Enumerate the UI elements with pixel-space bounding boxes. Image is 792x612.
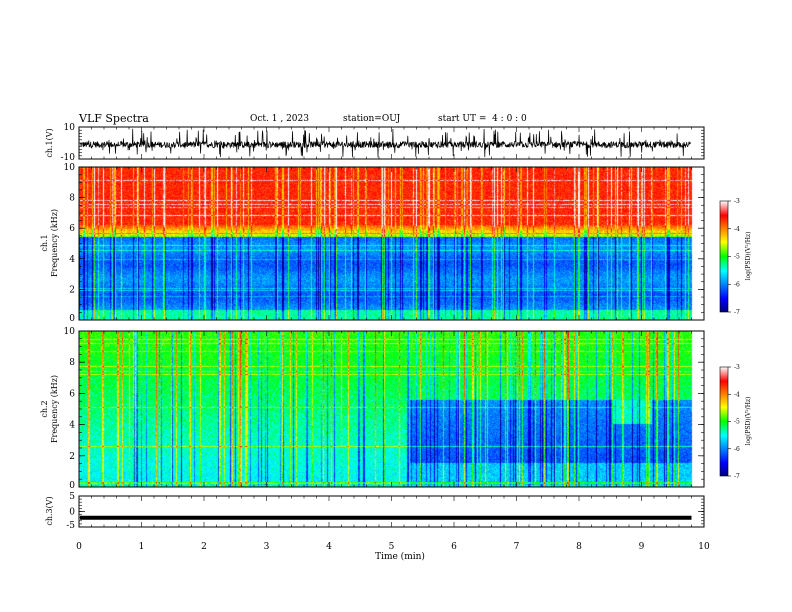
- ch3-waveform-ylabel: ch.3(V): [45, 496, 54, 525]
- ch1-spectrogram-panel: 0 2 4 6 8 10: [64, 163, 705, 324]
- station-label: station=OUJ: [343, 114, 401, 124]
- ch2-spectrogram-axis: 0 2 4 6 8 10: [64, 327, 705, 491]
- y-tick-label: 0: [69, 481, 75, 491]
- y-tick-label: 0: [69, 314, 75, 324]
- x-tick-label: 7: [514, 542, 520, 552]
- x-tick-label: 4: [326, 542, 332, 552]
- ch2-spectrogram-panel: 0 2 4 6 8 10: [64, 327, 705, 491]
- colorbar-tick-label: -4: [734, 391, 740, 398]
- colorbar-tick-label: -6: [734, 446, 740, 453]
- ch1-spec-ylabel-freq: Frequency (kHz): [50, 209, 59, 277]
- x-tick-label: 9: [639, 542, 645, 552]
- colorbar-tick-label: -5: [734, 254, 740, 261]
- y-tick-label: 10: [64, 163, 76, 173]
- start-ut-label: start UT = 4 : 0 : 0: [438, 114, 527, 124]
- ch2-spec-ylabel-channel: ch.2: [40, 400, 49, 417]
- y-tick-label: 2: [69, 452, 75, 462]
- y-tick-label: 4: [69, 255, 75, 265]
- colorbar-tick-label: -3: [734, 198, 740, 205]
- y-tick-label: -10: [61, 153, 76, 163]
- ch2-spec-ylabel-freq: Frequency (kHz): [50, 375, 59, 443]
- y-tick-label: 10: [64, 327, 76, 337]
- chart-title: VLF Spectra: [79, 112, 149, 125]
- x-axis-label: Time (min): [375, 551, 425, 562]
- x-tick-label: 2: [201, 542, 207, 552]
- ch2-spectrogram-heatmap: [79, 331, 704, 487]
- colorbar-tick-label: -3: [734, 364, 740, 371]
- y-tick-label: 2: [69, 285, 75, 295]
- ch1-colorbar-label: log(PSD)(V²/Hz): [745, 232, 752, 281]
- ch1-spectrogram-heatmap: [79, 167, 704, 320]
- x-tick-label: 0: [76, 542, 82, 552]
- colorbar-tick-label: -5: [734, 419, 740, 426]
- y-tick-label: 6: [69, 224, 75, 234]
- ch2-colorbar-label: log(PSD)(V²/Hz): [745, 397, 752, 446]
- x-tick-label: 6: [451, 542, 457, 552]
- y-tick-label: 8: [69, 358, 75, 368]
- x-tick-label: 8: [576, 542, 582, 552]
- x-tick-label: 3: [264, 542, 270, 552]
- x-tick-label: 5: [389, 542, 395, 552]
- ch1-spec-ylabel-channel: ch.1: [40, 234, 49, 251]
- ch2-colorbar: -3 -4 -5 -6 -7 log(PSD)(V²/Hz): [719, 364, 752, 480]
- ch1-waveform-panel: 10 -10: [61, 123, 705, 163]
- time-axis: 0 1 2 3 4 5 6 7 8 9 10: [76, 542, 710, 552]
- y-tick-label: 5: [69, 492, 75, 502]
- y-tick-label: -5: [66, 521, 75, 531]
- x-tick-label: 10: [698, 542, 710, 552]
- x-tick-label: 1: [139, 542, 145, 552]
- colorbar-tick-label: -7: [734, 309, 740, 316]
- colorbar-tick-label: -6: [734, 281, 740, 288]
- y-tick-label: 10: [64, 123, 76, 133]
- colorbar-tick-label: -7: [734, 473, 740, 480]
- ch1-waveform-ylabel: ch.1(V): [45, 128, 54, 157]
- ch1-spectrogram-axis: 0 2 4 6 8 10: [64, 163, 705, 324]
- y-tick-label: 8: [69, 194, 75, 204]
- y-tick-label: 6: [69, 389, 75, 399]
- ch1-waveform-axis: 10 -10: [61, 123, 705, 163]
- ch3-waveform-axis: 5 0 -5: [66, 492, 705, 531]
- y-tick-label: 4: [69, 421, 75, 431]
- ch1-colorbar: -3 -4 -5 -6 -7 log(PSD)(V²/Hz): [719, 198, 752, 316]
- colorbar-tick-label: -4: [734, 226, 740, 233]
- date-label: Oct. 1 , 2023: [250, 114, 309, 124]
- y-tick-label: 0: [69, 508, 75, 518]
- ch1-waveform-line: [79, 128, 691, 158]
- ch3-waveform-panel: 5 0 -5: [66, 492, 705, 531]
